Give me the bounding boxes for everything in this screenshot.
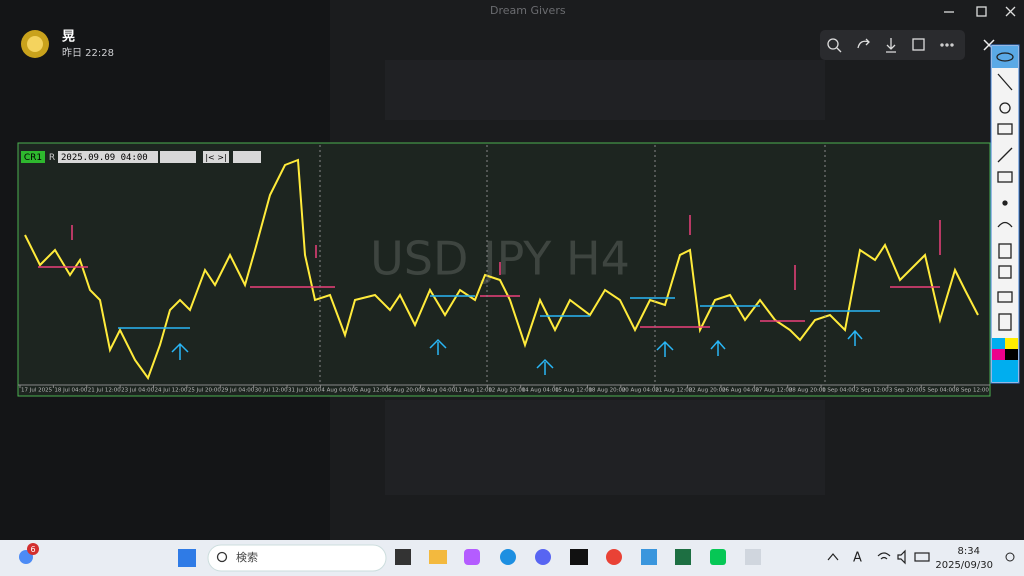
x-tick-label: 26 Aug 04:00 (722, 388, 760, 394)
price-line (24, 158, 979, 381)
chart-drawings (24, 145, 979, 384)
x-tick-label: 28 Aug 20:00 (789, 388, 827, 394)
x-tick-label: 29 Jul 04:00 (221, 388, 254, 394)
badge (27, 543, 39, 555)
watermark: USD JPY H4 (370, 232, 630, 286)
badge-count: 6 (30, 545, 35, 554)
x-tick-label: 3 Sep 20:00 (889, 388, 923, 394)
x-tick-label: 5 Aug 12:00 (355, 388, 389, 394)
x-tick-label: 24 Jul 12:00 (155, 388, 188, 394)
x-tick-label: 17 Jul 2025 (21, 388, 53, 394)
x-tick-label: 22 Aug 20:00 (689, 388, 727, 394)
author: 晃 (62, 29, 75, 45)
x-tick-label: 12 Aug 20:00 (488, 388, 526, 394)
mode: CR1 (24, 153, 42, 163)
notifications[interactable] (1005, 552, 1015, 562)
resistance-lines (38, 215, 941, 328)
timestamp: 昨日 22:28 (62, 47, 114, 59)
mode-badge[interactable] (21, 151, 45, 163)
x-tick-label: 21 Jul 12:00 (88, 388, 121, 394)
x-tick-label: 2 Sep 12:00 (855, 388, 889, 394)
avatar-inner (27, 36, 43, 52)
x-tick-label: 6 Aug 20:00 (388, 388, 422, 394)
window-controls (944, 6, 1016, 17)
x-tick-label: 23 Jul 04:00 (121, 388, 154, 394)
color-swatch[interactable] (992, 360, 1018, 382)
x-tick-label: 5 Sep 04:00 (922, 388, 956, 394)
blur-panel (385, 60, 825, 120)
datetime-box[interactable] (58, 151, 158, 163)
step-buttons[interactable] (160, 151, 196, 163)
x-tick-label: 18 Jul 04:00 (54, 388, 87, 394)
x-tick-label: 11 Aug 12:00 (455, 388, 493, 394)
search-placeholder: 検索 (236, 550, 258, 564)
nav-box[interactable] (203, 151, 229, 163)
datetime: 2025.09.09 04:00 (61, 153, 148, 163)
clock-date: 2025/09/30 (935, 560, 993, 571)
color-swatch[interactable] (992, 349, 1005, 360)
tool-icons[interactable] (996, 52, 1014, 331)
ime-indicator: A (853, 551, 862, 566)
color-swatch[interactable] (992, 338, 1005, 349)
search-icon (216, 551, 228, 563)
x-tick-label: 4 Aug 04:00 (321, 388, 355, 394)
window-title: Dream Givers (490, 4, 566, 17)
start-button[interactable] (178, 549, 196, 567)
pen-toolbar (990, 44, 1020, 384)
x-tick-label: 21 Aug 12:00 (655, 388, 693, 394)
blur-panel (385, 400, 825, 495)
x-tick-label: 31 Jul 20:00 (288, 388, 321, 394)
color-swatch[interactable] (1005, 338, 1018, 349)
x-tick-label: 18 Aug 20:00 (588, 388, 626, 394)
x-tick-label: 8 Aug 04:00 (422, 388, 456, 394)
color-swatch[interactable] (1005, 349, 1018, 360)
x-tick-label: 1 Sep 04:00 (822, 388, 856, 394)
taskbar-apps[interactable] (395, 549, 761, 565)
dropdown-buttons[interactable] (233, 151, 261, 163)
x-tick-label: 20 Aug 04:00 (622, 388, 660, 394)
x-tick-label: 30 Jul 12:00 (255, 388, 288, 394)
x-tick-label: 25 Jul 20:00 (188, 388, 221, 394)
x-tick-label: 8 Sep 12:00 (956, 388, 990, 394)
x-tick-label: 15 Aug 12:00 (555, 388, 593, 394)
x-tick-label: 27 Aug 12:00 (755, 388, 793, 394)
viewer-icons[interactable] (827, 38, 954, 53)
flag: R (49, 153, 55, 163)
nav: |< >| (205, 153, 226, 162)
x-tick-label: 14 Aug 04:00 (522, 388, 560, 394)
search-box[interactable] (207, 544, 387, 572)
trading-chart: USD JPY H4 CR1 R 2025.09.09 04:00 |< >| (17, 142, 991, 397)
tray-icons[interactable] (827, 549, 930, 565)
support-lines (118, 295, 880, 375)
tool-selected[interactable] (992, 46, 1018, 68)
clock-time: 8:34 (958, 546, 980, 557)
viewer-toolbar (820, 30, 965, 60)
